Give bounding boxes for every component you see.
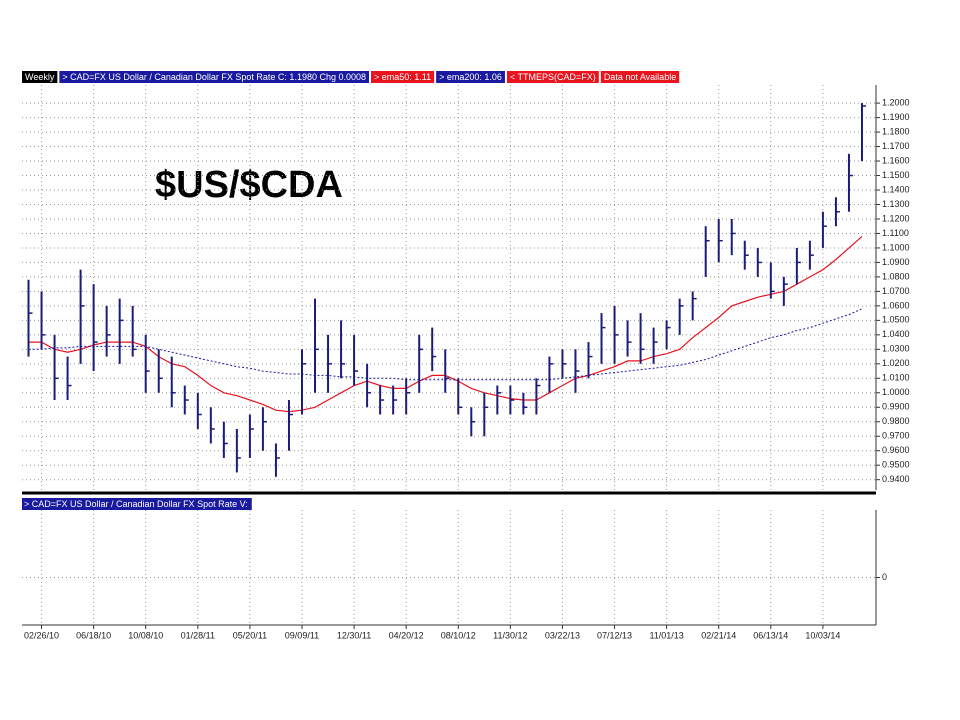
y-tick-label: 0.9800: [882, 416, 910, 426]
x-tick-label: 06/13/14: [753, 630, 788, 640]
y-tick-label: 0.9400: [882, 474, 910, 484]
x-tick-label: 08/10/12: [441, 630, 476, 640]
y-tick-label: 1.1900: [882, 112, 910, 122]
y-tick-label: 1.2000: [882, 97, 910, 107]
y-tick-label: 1.1200: [882, 213, 910, 223]
y-tick-label: 1.1400: [882, 184, 910, 194]
x-tick-label: 12/30/11: [337, 630, 371, 640]
legend-bg: [371, 71, 435, 83]
panel-label-bg: [22, 498, 252, 510]
legend-bg: [600, 71, 680, 83]
chart-title: $US/$CDA: [155, 164, 343, 206]
y-tick-label: 1.0600: [882, 300, 910, 310]
ema-line: [28, 308, 863, 381]
y-tick-label: 0: [882, 572, 887, 582]
y-tick-label: 1.0800: [882, 271, 910, 281]
x-tick-label: 01/28/11: [181, 630, 215, 640]
y-tick-label: 1.0400: [882, 329, 910, 339]
y-tick-label: 1.0300: [882, 344, 910, 354]
y-tick-label: 0.9900: [882, 402, 910, 412]
x-tick-label: 11/01/13: [649, 630, 683, 640]
y-tick-label: 1.0700: [882, 286, 910, 296]
legend-bg: [506, 71, 599, 83]
y-tick-label: 1.1600: [882, 155, 910, 165]
legend-entry: > ema200: 1.06: [439, 72, 502, 82]
panel-label: > CAD=FX US Dollar / Canadian Dollar FX …: [24, 499, 248, 509]
legend-entry: Weekly: [25, 72, 55, 82]
x-tick-label: 04/20/12: [389, 630, 424, 640]
x-tick-label: 10/08/10: [128, 630, 163, 640]
legend-entry: > CAD=FX US Dollar / Canadian Dollar FX …: [62, 72, 366, 82]
legend-entry: Data not Available: [604, 72, 676, 82]
y-tick-label: 1.0100: [882, 373, 910, 383]
legend-bg: [436, 71, 505, 83]
y-tick-label: 0.9500: [882, 460, 910, 470]
x-tick-label: 05/20/11: [233, 630, 267, 640]
y-tick-label: 1.0500: [882, 315, 910, 325]
x-tick-label: 07/12/13: [597, 630, 632, 640]
x-tick-label: 02/21/14: [701, 630, 736, 640]
y-tick-label: 1.1500: [882, 170, 910, 180]
y-tick-label: 1.0200: [882, 358, 910, 368]
x-tick-label: 06/18/10: [76, 630, 111, 640]
y-tick-label: 0.9700: [882, 431, 910, 441]
x-tick-label: 02/26/10: [24, 630, 59, 640]
y-tick-label: 1.1000: [882, 242, 910, 252]
y-tick-label: 1.1800: [882, 126, 910, 136]
y-tick-label: 1.0900: [882, 257, 910, 267]
y-tick-label: 1.0000: [882, 387, 910, 397]
y-tick-label: 1.1300: [882, 199, 910, 209]
y-tick-label: 1.1100: [882, 228, 909, 238]
legend-entry: > ema50: 1.11: [374, 72, 431, 82]
legend-entry: < TTMEPS(CAD=FX): [510, 72, 596, 82]
legend-bg: [59, 71, 370, 83]
y-tick-label: 0.9600: [882, 445, 910, 455]
y-tick-label: 1.1700: [882, 141, 910, 151]
x-tick-label: 11/30/12: [493, 630, 527, 640]
legend-bg: [22, 71, 58, 83]
x-tick-label: 03/22/13: [545, 630, 580, 640]
x-tick-label: 09/09/11: [285, 630, 319, 640]
x-tick-label: 10/03/14: [805, 630, 840, 640]
